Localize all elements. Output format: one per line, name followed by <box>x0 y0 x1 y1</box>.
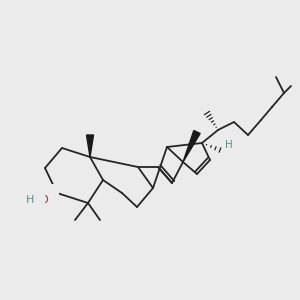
Text: H: H <box>225 140 233 150</box>
Text: O: O <box>40 195 48 205</box>
Polygon shape <box>183 130 200 162</box>
Text: H: H <box>26 195 34 205</box>
Polygon shape <box>86 135 94 157</box>
